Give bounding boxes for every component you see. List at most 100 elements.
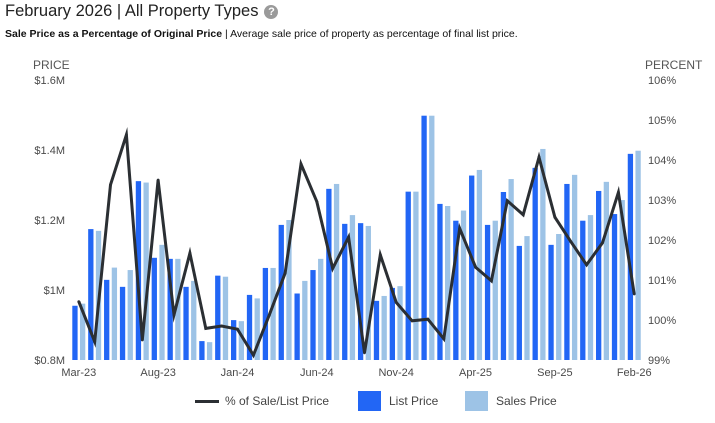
bar-list-price[interactable] (421, 115, 427, 360)
pct-point[interactable] (442, 337, 446, 341)
bar-list-price[interactable] (135, 181, 142, 360)
bar-list-price[interactable] (389, 287, 395, 360)
question-circle-icon[interactable]: ? (264, 4, 279, 19)
bar-list-price[interactable] (215, 275, 221, 360)
pct-point[interactable] (410, 319, 414, 323)
bar-sales-price[interactable] (270, 267, 276, 360)
bar-sales-price[interactable] (111, 267, 118, 360)
pct-point[interactable] (458, 227, 462, 230)
bar-sales-price[interactable] (460, 210, 467, 360)
pct-point[interactable] (299, 162, 303, 166)
bar-list-price[interactable] (453, 220, 459, 360)
pct-point[interactable] (521, 213, 525, 217)
bar-list-price[interactable] (231, 320, 237, 360)
bar-list-price[interactable] (72, 305, 78, 360)
bar-sales-price[interactable] (206, 342, 213, 360)
bar-list-price[interactable] (532, 167, 538, 360)
bar-list-price[interactable] (500, 192, 507, 360)
pct-point[interactable] (77, 300, 81, 303)
bar-list-price[interactable] (246, 294, 253, 360)
bar-list-price[interactable] (357, 223, 364, 360)
bar-sales-price[interactable] (222, 276, 229, 360)
bar-sales-price[interactable] (381, 295, 387, 360)
pct-point[interactable] (363, 351, 366, 355)
pct-point[interactable] (220, 324, 224, 328)
bar-sales-price[interactable] (254, 298, 260, 360)
bar-list-price[interactable] (310, 270, 316, 360)
bar-sales-price[interactable] (80, 303, 86, 360)
bar-sales-price[interactable] (524, 236, 530, 360)
bar-sales-price[interactable] (286, 220, 292, 360)
bar-list-price[interactable] (88, 229, 94, 360)
bar-list-price[interactable] (119, 286, 126, 360)
bar-sales-price[interactable] (445, 206, 451, 360)
pct-point[interactable] (394, 301, 398, 304)
pct-point[interactable] (93, 340, 97, 343)
pct-point[interactable] (236, 327, 239, 331)
bar-sales-price[interactable] (413, 191, 419, 360)
bar-sales-price[interactable] (333, 183, 340, 360)
bar-list-price[interactable] (199, 341, 205, 360)
pct-point[interactable] (616, 191, 620, 194)
bar-sales-price[interactable] (476, 169, 483, 360)
pct-point[interactable] (585, 263, 589, 267)
bar-list-price[interactable] (342, 223, 348, 360)
bar-list-price[interactable] (151, 257, 157, 360)
bar-list-price[interactable] (548, 244, 554, 360)
bar-list-price[interactable] (627, 153, 634, 360)
bar-sales-price[interactable] (603, 181, 610, 360)
bar-list-price[interactable] (564, 183, 570, 360)
pct-point[interactable] (267, 313, 271, 317)
pct-point[interactable] (601, 241, 604, 245)
pct-point[interactable] (188, 251, 192, 255)
bar-sales-price[interactable] (492, 220, 498, 360)
bar-list-price[interactable] (596, 190, 602, 360)
legend-item-sales-price[interactable]: Sales Price (465, 390, 557, 412)
pct-point[interactable] (156, 178, 160, 182)
bar-list-price[interactable] (326, 188, 332, 360)
bar-list-price[interactable] (437, 203, 443, 360)
bar-list-price[interactable] (469, 175, 475, 360)
bar-sales-price[interactable] (143, 182, 149, 360)
pct-point[interactable] (569, 240, 573, 244)
bar-sales-price[interactable] (397, 286, 403, 360)
pct-point[interactable] (426, 317, 430, 321)
pct-point[interactable] (347, 235, 350, 239)
bar-sales-price[interactable] (159, 244, 165, 360)
bar-sales-price[interactable] (191, 280, 197, 360)
pct-point[interactable] (109, 183, 112, 187)
pct-point[interactable] (283, 271, 287, 275)
bar-sales-price[interactable] (429, 115, 435, 360)
bar-sales-price[interactable] (587, 215, 594, 360)
legend-item-pct[interactable]: % of Sale/List Price (195, 390, 329, 412)
bar-list-price[interactable] (262, 267, 269, 360)
bar-sales-price[interactable] (540, 148, 546, 360)
pct-point[interactable] (632, 292, 636, 296)
bar-list-price[interactable] (278, 224, 284, 360)
bar-sales-price[interactable] (571, 174, 578, 360)
bar-sales-price[interactable] (302, 280, 308, 360)
pct-point[interactable] (140, 338, 144, 342)
bar-list-price[interactable] (580, 220, 586, 360)
pct-point[interactable] (553, 215, 557, 219)
pct-point[interactable] (490, 279, 493, 283)
bar-sales-price[interactable] (365, 225, 371, 360)
pct-point[interactable] (537, 155, 541, 159)
bar-sales-price[interactable] (127, 270, 133, 360)
bar-list-price[interactable] (611, 214, 618, 360)
bar-list-price[interactable] (294, 293, 300, 361)
pct-point[interactable] (125, 133, 128, 137)
pct-point[interactable] (251, 353, 255, 357)
pct-point[interactable] (378, 253, 382, 257)
bar-list-price[interactable] (104, 279, 110, 360)
bar-sales-price[interactable] (238, 321, 244, 360)
bar-list-price[interactable] (405, 191, 411, 360)
bar-list-price[interactable] (183, 286, 189, 360)
bar-sales-price[interactable] (349, 215, 356, 360)
bar-sales-price[interactable] (175, 258, 181, 360)
bar-sales-price[interactable] (635, 150, 641, 360)
bar-sales-price[interactable] (508, 179, 514, 360)
bar-sales-price[interactable] (556, 234, 562, 360)
pct-point[interactable] (315, 200, 319, 204)
pct-point[interactable] (331, 267, 335, 270)
